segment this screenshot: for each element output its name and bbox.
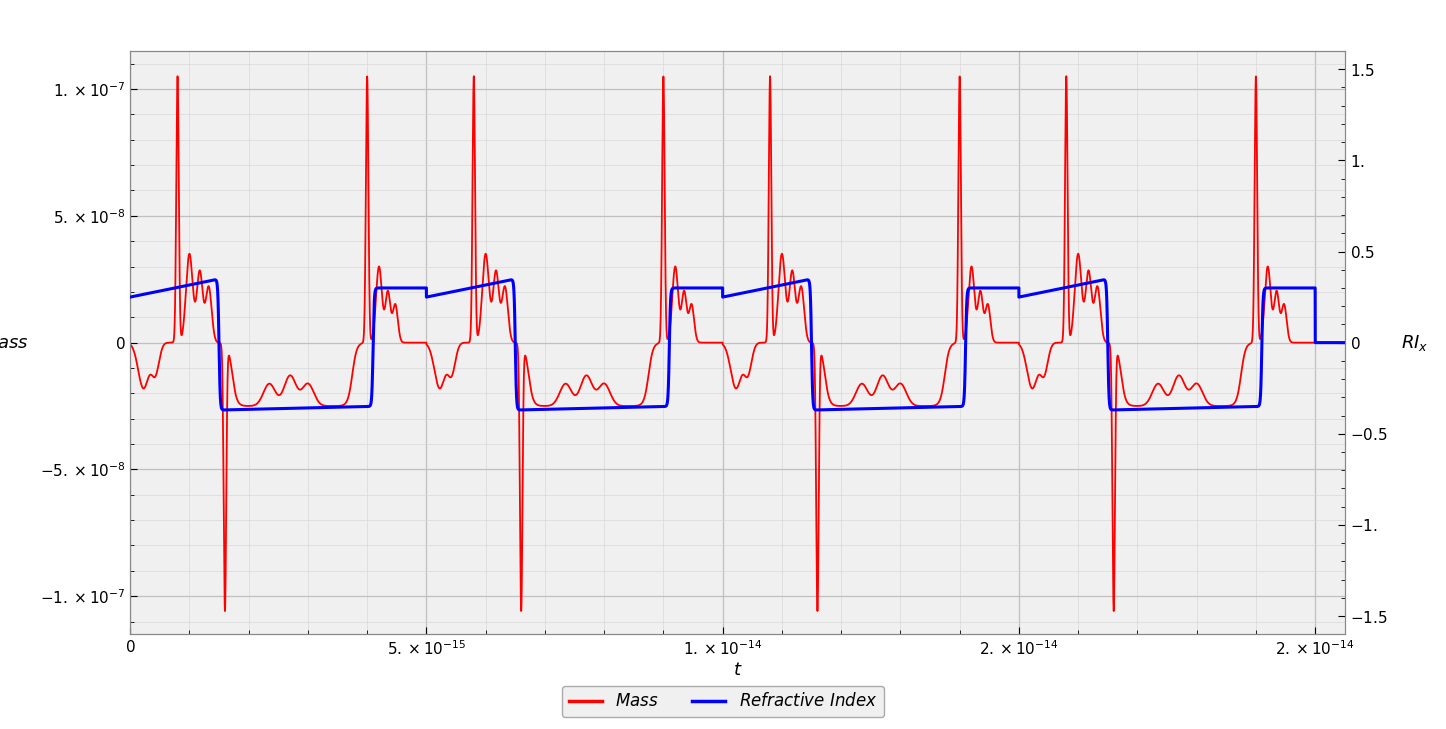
X-axis label: $t$: $t$ [733, 660, 742, 679]
Y-axis label: $RI_x$: $RI_x$ [1401, 332, 1429, 353]
Y-axis label: $Mass$: $Mass$ [0, 334, 29, 351]
Legend: $Mass$, $Refractive\ Index$: $Mass$, $Refractive\ Index$ [562, 686, 884, 717]
